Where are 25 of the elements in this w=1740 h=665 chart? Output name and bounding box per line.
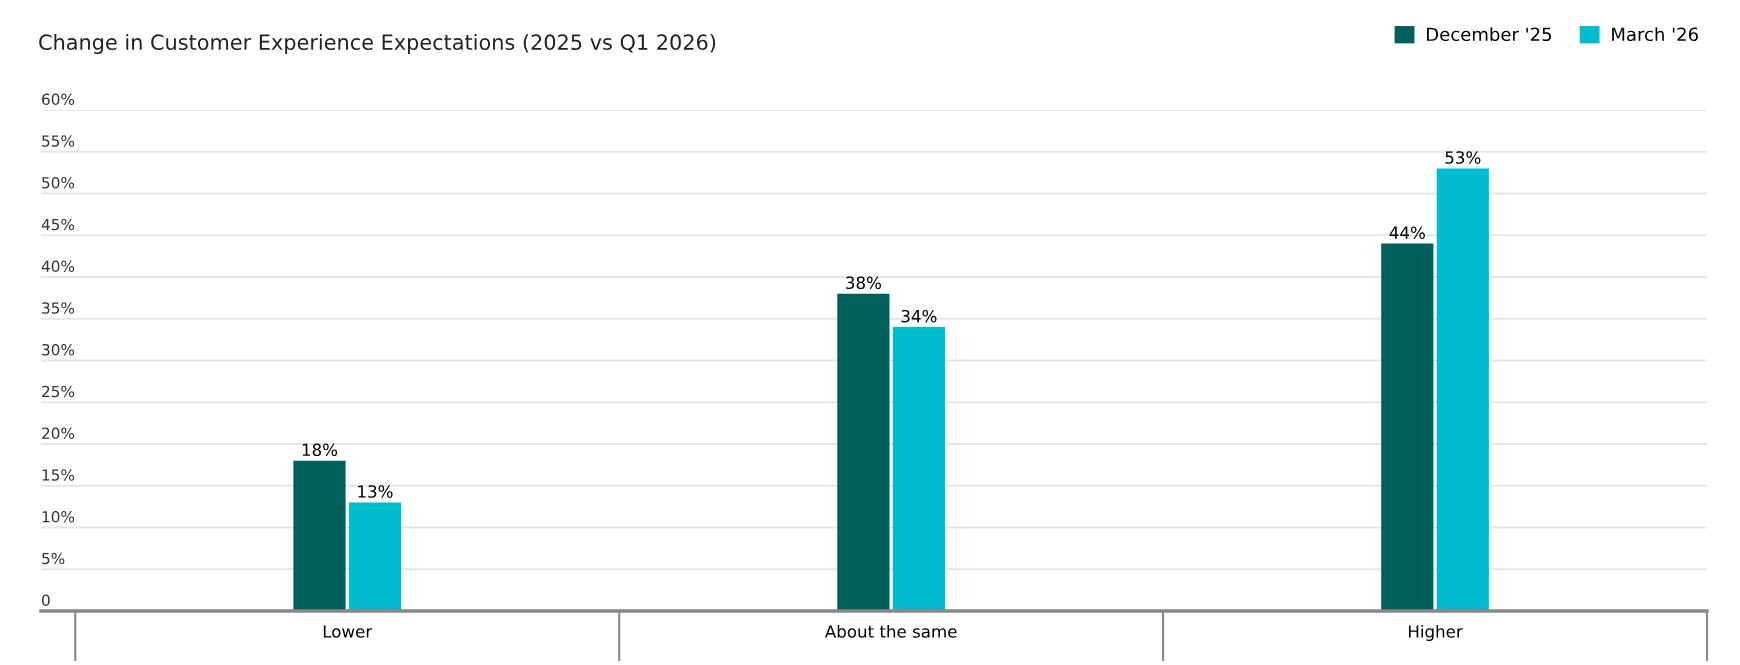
y-tick-label: 5% xyxy=(42,552,65,565)
x-tick-label: About the same xyxy=(824,624,957,638)
y-tick-label: 30% xyxy=(42,343,75,356)
data-label: 38% xyxy=(846,276,881,290)
y-tick-label: 35% xyxy=(42,302,75,314)
y-tick-label: 50% xyxy=(42,176,75,189)
x-tick-label: Higher xyxy=(1408,624,1463,642)
data-label: 18% xyxy=(302,443,338,457)
y-tick-label: 25% xyxy=(42,385,75,398)
data-label: 13% xyxy=(358,485,393,498)
chart-title: Change in Customer Experience Expectations (2025 vs Q1 2026) xyxy=(39,33,716,55)
y-tick-label: 15% xyxy=(42,469,75,481)
y-tick-label: 20% xyxy=(42,427,75,440)
data-label: 44% xyxy=(1389,226,1425,239)
data-label: 34% xyxy=(901,309,937,323)
y-tick-label: 60% xyxy=(42,93,75,106)
legend-label: March '26 xyxy=(1612,27,1698,42)
x-tick-label: Lower xyxy=(323,625,373,638)
y-tick-label: 55% xyxy=(42,135,75,147)
y-tick-label: 40% xyxy=(41,260,75,273)
legend-label: December '25 xyxy=(1427,27,1552,42)
y-tick-label: 45% xyxy=(41,218,75,231)
data-label: 53% xyxy=(1445,151,1481,164)
y-tick-label: 0 xyxy=(42,594,50,607)
y-tick-label: 10% xyxy=(42,510,75,523)
